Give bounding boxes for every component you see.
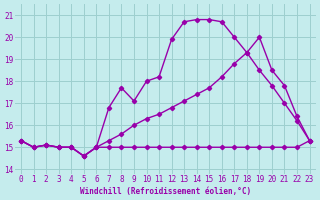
X-axis label: Windchill (Refroidissement éolien,°C): Windchill (Refroidissement éolien,°C): [80, 187, 251, 196]
